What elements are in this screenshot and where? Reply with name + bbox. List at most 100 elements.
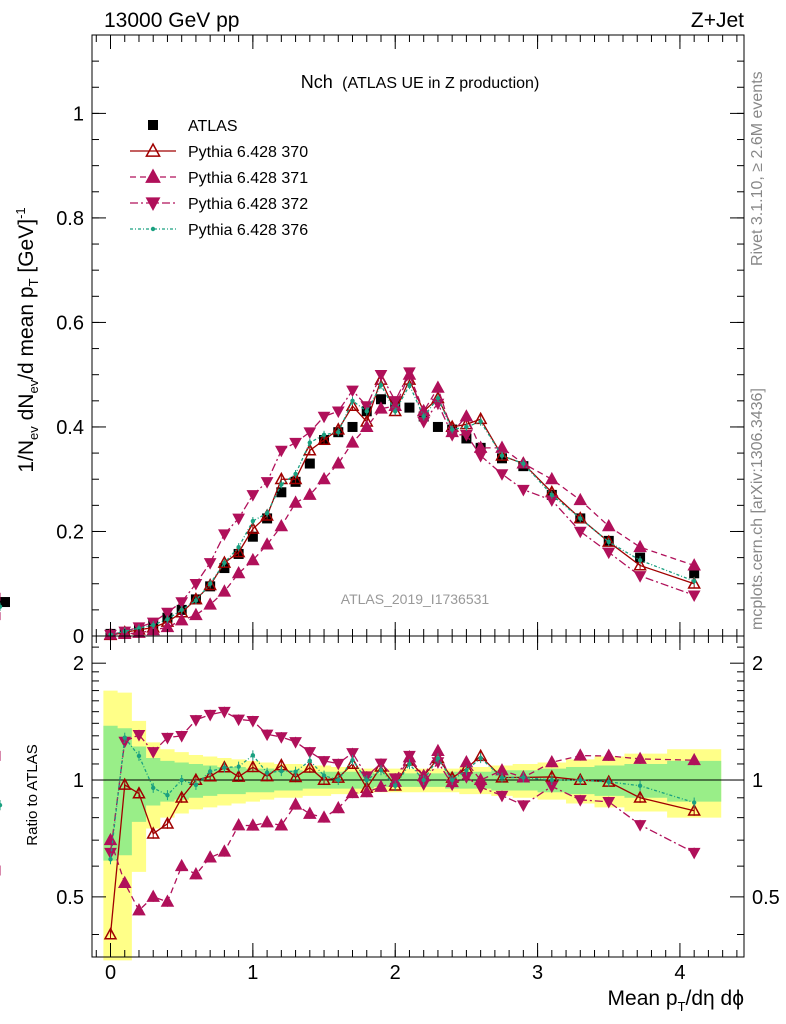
ratio-4-point-30	[578, 777, 583, 783]
ratio-band-green	[103, 725, 722, 861]
series-4-point-7	[207, 581, 213, 586]
mcplots-label: mcplots.cern.ch [arXiv:1306.3436]	[749, 388, 766, 630]
series-2-point-10	[246, 552, 260, 566]
rivet-label: Rivet 3.1.10, ≥ 2.6M events	[749, 71, 766, 266]
series-1-point-14	[303, 443, 317, 456]
ratio-ytick-label-2: 2	[73, 653, 84, 675]
ratio-3-point-19	[374, 758, 388, 771]
ratio-4-point-0	[108, 857, 113, 862]
ratio-4-point-4	[165, 792, 170, 798]
ratio-4-point-6	[193, 782, 199, 788]
ratio-2-point-33	[687, 752, 701, 766]
ratio-1-point-10	[246, 759, 260, 773]
series-4-point-28	[521, 461, 526, 466]
ratio-4-point-33	[691, 800, 697, 805]
top-ytick-label-1: 0.2	[56, 521, 84, 543]
series-line-4	[110, 383, 695, 636]
series-1-point-32	[633, 558, 647, 571]
ratio-panel	[0, 690, 744, 961]
series-4-point-2	[136, 625, 142, 631]
series-3-point-19	[374, 369, 388, 382]
series-3-point-30	[573, 526, 587, 539]
series-4-point-4	[165, 617, 170, 622]
xtick-label-2: 2	[390, 962, 401, 984]
series-4-point-3	[151, 622, 156, 628]
analysis-watermark: ATLAS_2019_I1736531	[341, 591, 490, 607]
ratio-band-yellow	[103, 690, 722, 961]
series-1-point-9	[231, 545, 246, 558]
ratio-4-point-7	[207, 769, 213, 774]
ylabel-d: [GeV]	[15, 219, 38, 279]
legend-marker-2	[145, 168, 161, 183]
ratio-2-point-7	[203, 850, 217, 863]
y-axis-label: 1/Nev dNev/d mean pT [GeV]-1	[13, 207, 41, 472]
series-2-point-19	[374, 401, 388, 414]
ratio-3-point-0	[104, 847, 117, 860]
ratio-3-point-8	[218, 706, 231, 719]
ratio-line-3	[109, 710, 695, 854]
ratio-4-point-5	[179, 777, 184, 783]
ratio-1-point-7	[203, 769, 217, 782]
ratio-4-point-31	[606, 779, 611, 785]
series-4-point-16	[336, 429, 341, 435]
series-1-point-7	[203, 578, 217, 591]
ratio-4-point-25	[464, 768, 469, 773]
series-3-point-32	[633, 571, 647, 583]
ratio-ytick-label-r-1: 1	[752, 770, 763, 792]
legend-marker-0	[148, 120, 158, 130]
xlabel-a-sub: T	[678, 999, 686, 1014]
series-4-point-5	[179, 607, 184, 613]
ratio-2-point-6	[189, 867, 203, 880]
top-ytick-label-0: 0	[73, 626, 84, 648]
x-axis-label: Mean pT/dη dϕ	[608, 987, 744, 1014]
ratio-2-point-15	[317, 810, 331, 823]
series-3-point-18	[360, 401, 374, 413]
ratio-4-point-13	[293, 769, 298, 774]
series-3-point-13	[289, 437, 302, 450]
ratio-3-point-3	[146, 747, 160, 759]
series-4-point-21	[407, 382, 412, 388]
ratio-3-point-2	[132, 730, 146, 742]
series-4-point-24	[449, 427, 455, 432]
series-3-point-16	[331, 406, 345, 419]
series-2-point-33	[687, 558, 701, 571]
xtick-label-3: 3	[532, 962, 543, 984]
ratio-2-point-29	[545, 754, 559, 768]
series-4-point-13	[293, 471, 298, 477]
series-2-point-30	[573, 492, 588, 506]
series-0-point-19	[375, 394, 386, 405]
series-1-point-8	[217, 555, 232, 568]
chart-title-sub: (ATLAS UE in Z production)	[342, 75, 539, 92]
ratio-2-point-13	[288, 797, 303, 810]
series-3-point-28	[516, 484, 530, 497]
series-1-point-30	[573, 511, 588, 524]
series-4-point-32	[637, 558, 643, 563]
ratio-4-point-10	[250, 753, 256, 758]
ratio-2-point-16	[331, 800, 346, 814]
ratio-3-point-30	[573, 795, 587, 807]
ratio-2-point-12	[274, 818, 289, 831]
series-4-point-11	[264, 510, 270, 516]
ratio-2-point-11	[260, 815, 274, 828]
series-2-point-23	[431, 380, 445, 393]
header-right: Z+Jet	[691, 9, 744, 32]
ratio-2-point-0	[103, 832, 118, 846]
ratio-ytick-label-r-0: 0.5	[752, 887, 780, 909]
ratio-2-point-1	[117, 875, 132, 889]
series-4-point-14	[307, 440, 313, 445]
series-4-point-15	[321, 432, 327, 437]
ratio-3-point-13	[289, 737, 302, 749]
series-2-point-29	[545, 471, 559, 485]
ratio-2-point-10	[246, 818, 260, 831]
ratio-1-point-15	[317, 772, 331, 786]
ratio-2-point-3	[146, 889, 160, 902]
series-4-point-10	[250, 518, 256, 524]
series-4-point-30	[578, 516, 583, 521]
series-3-point-10	[246, 490, 260, 502]
ratio-panel-frame	[91, 635, 745, 958]
ylabel-b: dN	[15, 394, 38, 427]
series-2-point-15	[317, 471, 331, 485]
series-3-point-21	[403, 367, 416, 379]
series-1-point-13	[288, 471, 303, 485]
ratio-2-point-25	[459, 754, 474, 768]
